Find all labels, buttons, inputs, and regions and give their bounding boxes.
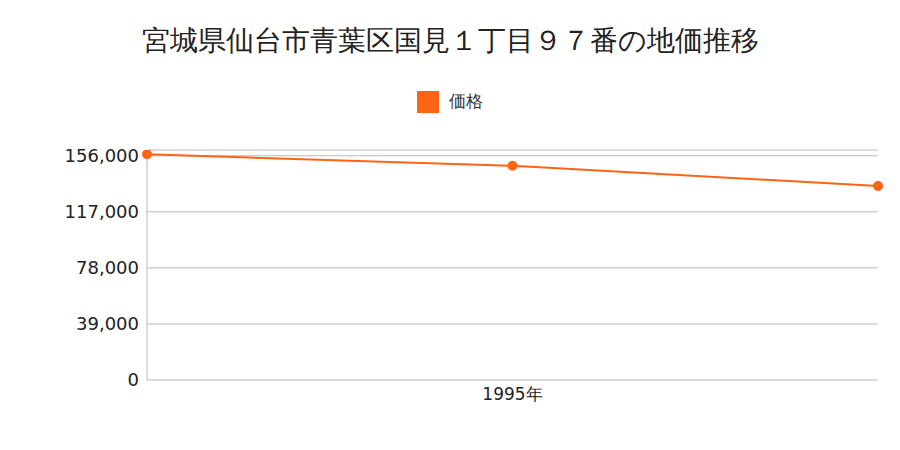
html-text:宮城県仙台市青葉区国見１丁目９７番の地価推移: 宮城県仙台市青葉区国見１丁目９７番の地価推移	[141, 24, 759, 57]
svg-text:156,000: 156,000	[65, 145, 139, 166]
svg-text:117,000: 117,000	[65, 201, 139, 222]
svg-text:39,000: 39,000	[76, 313, 139, 334]
svg-text:0: 0	[128, 369, 139, 390]
svg-text:1995年: 1995年	[482, 384, 542, 404]
svg-text:78,000: 78,000	[76, 257, 139, 278]
html-text:価格: 価格	[449, 91, 483, 111]
